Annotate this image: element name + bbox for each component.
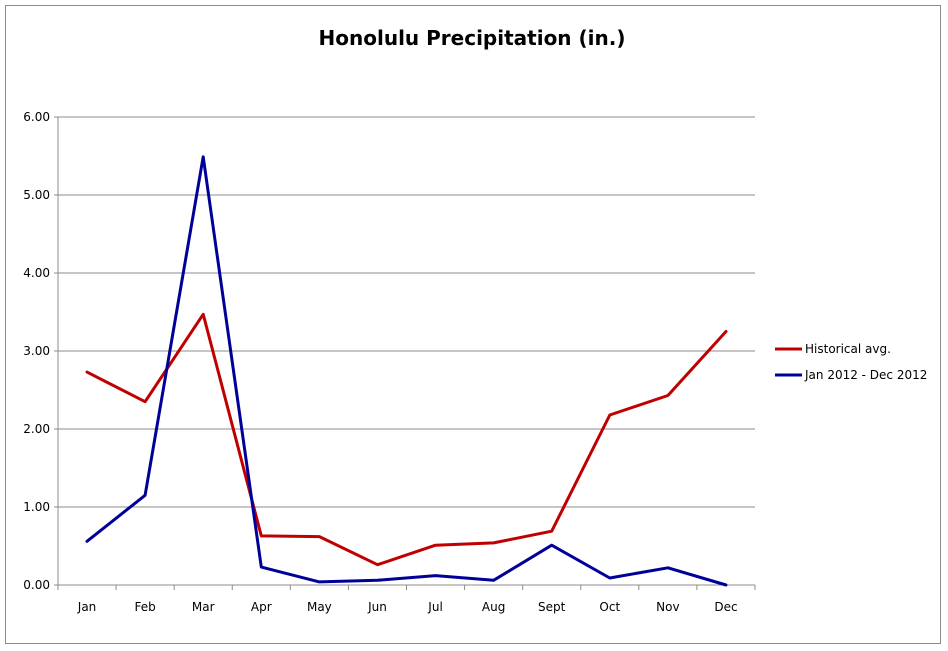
- x-tick-label: Jul: [427, 600, 442, 614]
- legend-label: Historical avg.: [805, 342, 891, 356]
- y-tick-label: 0.00: [23, 578, 50, 592]
- x-tick-label: Dec: [714, 600, 737, 614]
- gridlines: [58, 116, 755, 508]
- axes: 0.00 1.00 2.00 3.00 4.00 5.00 6.00 Jan Feb Mar Apr…: [23, 110, 756, 614]
- y-tick-label: 2.00: [23, 422, 50, 436]
- series-line-1: [85, 155, 728, 587]
- y-tick-label: 4.00: [23, 266, 50, 280]
- series-line-0: [85, 312, 728, 567]
- x-tick-label: Jan: [77, 600, 97, 614]
- y-tick-label: 6.00: [23, 110, 50, 124]
- legend-label: Jan 2012 - Dec 2012: [804, 368, 927, 382]
- x-tick-label: Nov: [656, 600, 679, 614]
- chart-frame: [5, 5, 941, 644]
- series-lines: [85, 155, 728, 587]
- y-tick-label: 1.00: [23, 500, 50, 514]
- chart-title: Honolulu Precipitation (in.): [319, 26, 626, 50]
- x-tick-label: Mar: [192, 600, 215, 614]
- x-tick-label: May: [307, 600, 332, 614]
- x-tick-label: Oct: [599, 600, 620, 614]
- x-tick-label: Jun: [367, 600, 387, 614]
- y-tick-label: 5.00: [23, 188, 50, 202]
- x-tick-label: Sept: [538, 600, 566, 614]
- x-tick-label: Feb: [135, 600, 156, 614]
- x-tick-label: Apr: [251, 600, 272, 614]
- legend: Historical avg. Jan 2012 - Dec 2012: [775, 342, 927, 382]
- x-tick-label: Aug: [482, 600, 505, 614]
- y-tick-label: 3.00: [23, 344, 50, 358]
